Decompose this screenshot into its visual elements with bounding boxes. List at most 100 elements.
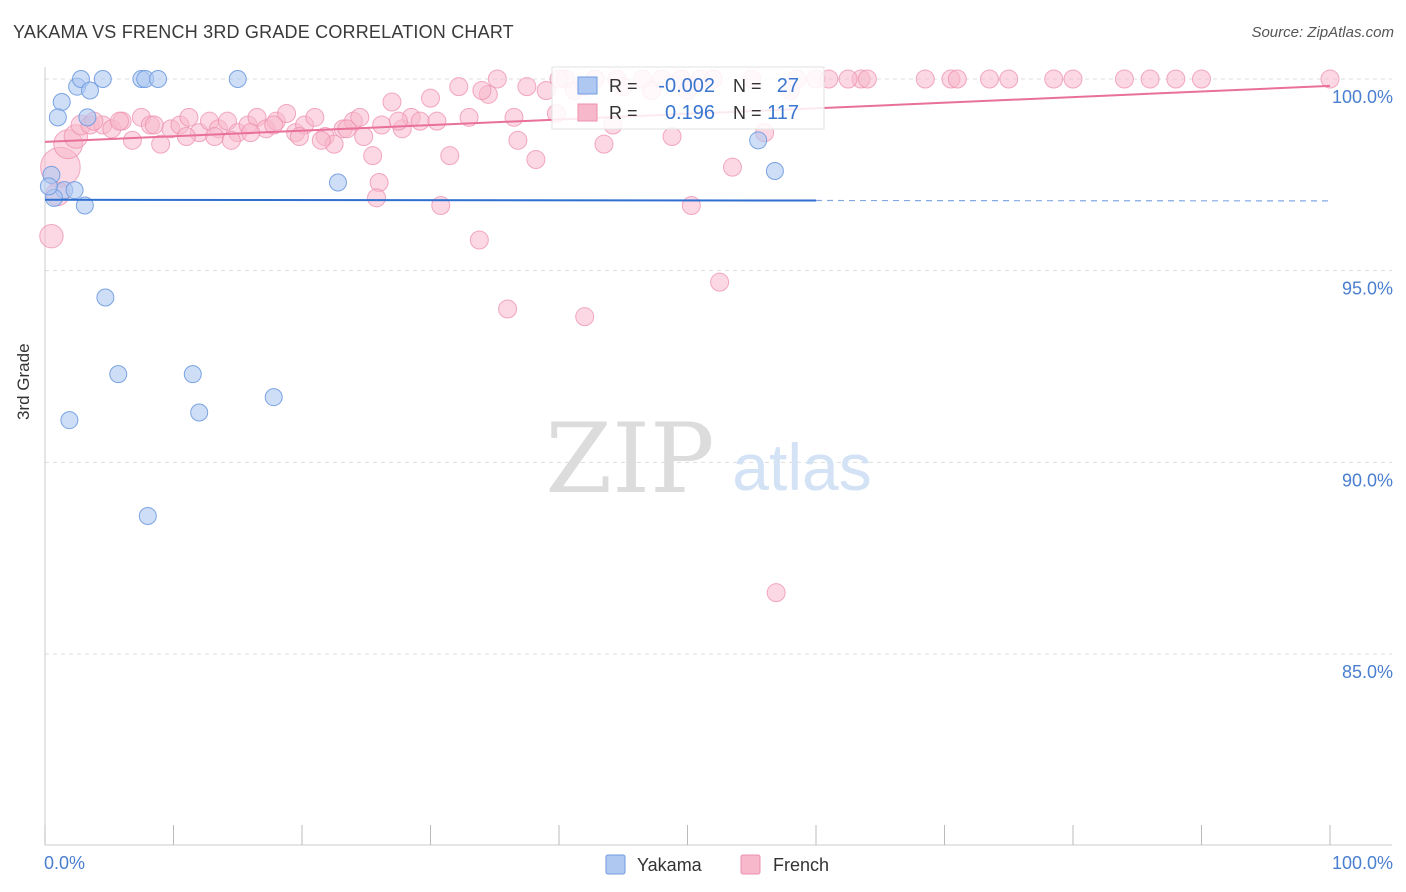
- y-tick-label: 90.0%: [1342, 470, 1393, 490]
- yakama-point: [39, 177, 58, 196]
- watermark-atlas: atlas: [732, 430, 871, 504]
- bottom-legend: Yakama French: [605, 854, 829, 875]
- french-point: [1044, 69, 1064, 89]
- axes: 85.0% 90.0% 95.0% 100.0% 0.0% 100.0%: [44, 67, 1393, 873]
- french-point: [311, 130, 331, 150]
- x-tick-label: 0.0%: [44, 853, 85, 873]
- yakama-point: [75, 196, 94, 215]
- yakama-point: [52, 93, 71, 111]
- french-point: [144, 115, 164, 135]
- yakama-swatch: [577, 76, 598, 95]
- stats-legend: R = -0.002 N = 27 R = 0.196 N = 117: [551, 66, 825, 130]
- french-point: [264, 115, 284, 135]
- french-point: [1063, 69, 1083, 89]
- yakama-points: [39, 70, 784, 525]
- yakama-point: [328, 173, 347, 192]
- yakama-point: [96, 288, 115, 307]
- yakama-point: [765, 162, 784, 180]
- french-point: [459, 107, 479, 127]
- yakama-point: [109, 365, 128, 384]
- x-tick-label: 100.0%: [1332, 853, 1393, 873]
- yakama-n-label: N =: [733, 76, 762, 96]
- french-point: [289, 127, 309, 146]
- y-tick-label: 95.0%: [1342, 279, 1393, 299]
- french-point: [305, 107, 325, 127]
- french-point: [350, 107, 370, 127]
- french-point: [526, 150, 546, 169]
- yakama-point: [138, 507, 157, 525]
- french-point: [221, 130, 241, 150]
- legend-french-label[interactable]: French: [773, 855, 829, 875]
- yakama-point: [65, 181, 84, 200]
- french-point: [427, 111, 447, 131]
- yakama-r-label: R =: [609, 76, 638, 96]
- french-point: [662, 127, 682, 146]
- french-point: [999, 69, 1019, 89]
- yakama-point: [93, 70, 112, 88]
- french-point: [372, 115, 392, 135]
- yakama-point: [149, 70, 168, 88]
- french-point: [440, 146, 460, 166]
- yakama-point: [749, 131, 768, 150]
- yakama-point: [228, 70, 247, 88]
- legend-french-swatch[interactable]: [740, 854, 761, 875]
- yakama-point: [60, 411, 79, 430]
- watermark-zip: ZIP: [545, 403, 714, 515]
- french-point: [110, 111, 130, 131]
- french-point: [1166, 69, 1186, 89]
- french-r-label: R =: [609, 103, 638, 123]
- french-point: [410, 111, 430, 131]
- french-point: [363, 146, 383, 166]
- french-point: [1320, 69, 1340, 89]
- y-tick-label: 100.0%: [1332, 87, 1393, 107]
- french-point: [277, 104, 297, 123]
- source-credit: Source: ZipAtlas.com: [1251, 24, 1394, 41]
- french-point: [354, 127, 374, 146]
- french-n-value: 117: [767, 102, 799, 124]
- yakama-point: [183, 365, 202, 384]
- yakama-point: [80, 81, 99, 100]
- y-tick-label: 85.0%: [1342, 662, 1393, 682]
- french-point: [1140, 69, 1160, 89]
- french-point: [857, 69, 877, 89]
- french-point: [947, 69, 967, 89]
- legend-yakama-swatch[interactable]: [605, 854, 626, 875]
- yakama-point: [48, 108, 67, 127]
- french-point: [681, 196, 701, 215]
- french-point: [449, 77, 469, 97]
- yakama-point: [190, 403, 209, 422]
- french-point: [979, 69, 999, 89]
- french-point: [151, 134, 171, 154]
- french-point: [367, 188, 387, 208]
- french-point: [508, 130, 528, 150]
- yakama-n-value: 27: [777, 75, 799, 97]
- french-point: [382, 92, 402, 112]
- french-point: [722, 157, 742, 177]
- yakama-r-value: -0.002: [658, 75, 715, 97]
- french-point: [205, 127, 225, 146]
- yakama-point: [264, 388, 283, 407]
- french-point: [915, 69, 935, 89]
- french-point: [594, 134, 614, 154]
- french-point: [472, 81, 492, 100]
- french-point: [575, 307, 595, 327]
- french-point: [710, 272, 730, 292]
- french-point: [39, 223, 64, 249]
- french-swatch: [577, 103, 598, 122]
- french-point: [838, 69, 858, 89]
- french-point: [1192, 69, 1211, 89]
- french-point: [498, 299, 518, 319]
- french-point: [504, 107, 524, 127]
- legend-yakama-label[interactable]: Yakama: [637, 855, 703, 875]
- french-points: [39, 69, 1340, 603]
- french-point: [469, 230, 489, 250]
- french-point: [421, 88, 440, 108]
- french-n-label: N =: [733, 103, 762, 123]
- watermark: ZIP atlas: [545, 403, 871, 515]
- chart-title: YAKAMA VS FRENCH 3RD GRADE CORRELATION C…: [13, 22, 514, 42]
- french-point: [766, 583, 786, 603]
- french-r-value: 0.196: [665, 102, 715, 124]
- yakama-trend-line: [44, 198, 817, 202]
- french-point: [487, 69, 507, 89]
